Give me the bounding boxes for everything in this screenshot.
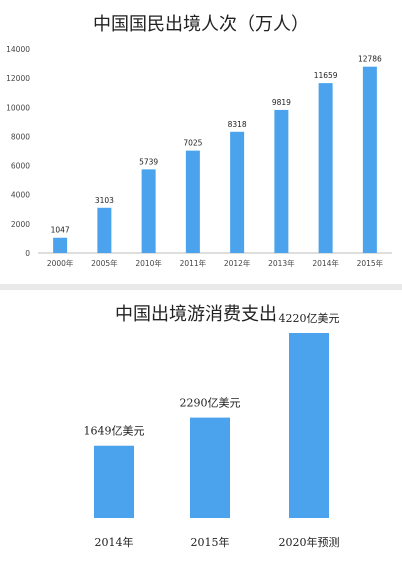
outbound-trips-chart: 中国国民出境人次（万人） 0 2000 4000 6000 8000 10000 12000…	[6, 14, 392, 268]
chart1-bar	[185, 150, 200, 253]
chart1-category-label: 2000年	[47, 258, 74, 268]
chart2-bar	[289, 333, 329, 518]
chart1-title: 中国国民出境人次（万人）	[93, 14, 309, 35]
chart2-bar	[94, 445, 134, 518]
chart1-ytick-label: 0	[25, 249, 30, 258]
chart1-category-label: 2013年	[268, 258, 295, 268]
chart1-ytick-label: 4000	[11, 191, 30, 200]
chart2-bars: 1649亿美元 2014年 2290亿美元 2015年 4220亿美元 2020年预测	[84, 312, 340, 549]
chart1-ytick-label: 2000	[11, 220, 30, 229]
chart1-ytick-label: 12000	[6, 74, 30, 83]
chart1-bar	[362, 66, 377, 253]
chart1-bar	[141, 169, 156, 253]
chart1-category-label: 2014年	[312, 258, 339, 268]
chart1-ytick-label: 6000	[11, 162, 30, 171]
chart1-axes: 0 2000 4000 6000 8000 10000 12000 14000	[6, 45, 392, 258]
chart1-bar	[318, 83, 333, 253]
chart1-bar	[97, 207, 112, 253]
chart1-category-label: 2010年	[135, 258, 162, 268]
chart1-data-label: 12786	[358, 55, 382, 64]
chart1-bars: 1047 2000年 3103 2005年 5739 2010年 7025 2011年 8318…	[47, 55, 384, 268]
chart2-title: 中国出境游消费支出	[115, 304, 277, 325]
chart1-category-label: 2011年	[180, 258, 207, 268]
chart1-data-label: 1047	[51, 226, 70, 235]
chart2-bar	[190, 417, 230, 518]
chart1-bar	[274, 109, 289, 253]
chart1-category-label: 2012年	[224, 258, 251, 268]
chart1-data-label: 5739	[139, 157, 158, 166]
chart1-data-label: 3103	[95, 196, 114, 205]
outbound-spending-chart: 中国出境游消费支出 1649亿美元 2014年 2290亿美元 2015年 4220亿美…	[84, 304, 340, 549]
chart1-ytick-label: 8000	[11, 132, 30, 141]
chart2-data-label: 2290亿美元	[180, 397, 241, 410]
chart1-data-label: 8318	[228, 120, 247, 129]
chart1-ytick-label: 10000	[6, 103, 30, 112]
chart2-category-label: 2020年预测	[279, 535, 340, 549]
chart1-bar	[230, 131, 245, 253]
section-divider	[0, 284, 402, 290]
chart1-data-label: 11659	[314, 71, 338, 80]
chart2-category-label: 2015年	[191, 535, 230, 549]
chart1-category-label: 2015年	[357, 258, 384, 268]
chart1-data-label: 7025	[183, 139, 202, 148]
chart2-data-label: 1649亿美元	[84, 425, 145, 438]
chart1-ytick-label: 14000	[6, 45, 30, 54]
chart2-data-label: 4220亿美元	[279, 312, 340, 325]
chart1-bar	[53, 237, 68, 253]
chart2-category-label: 2014年	[95, 535, 134, 549]
chart1-data-label: 9819	[272, 98, 291, 107]
chart1-category-label: 2005年	[91, 258, 118, 268]
